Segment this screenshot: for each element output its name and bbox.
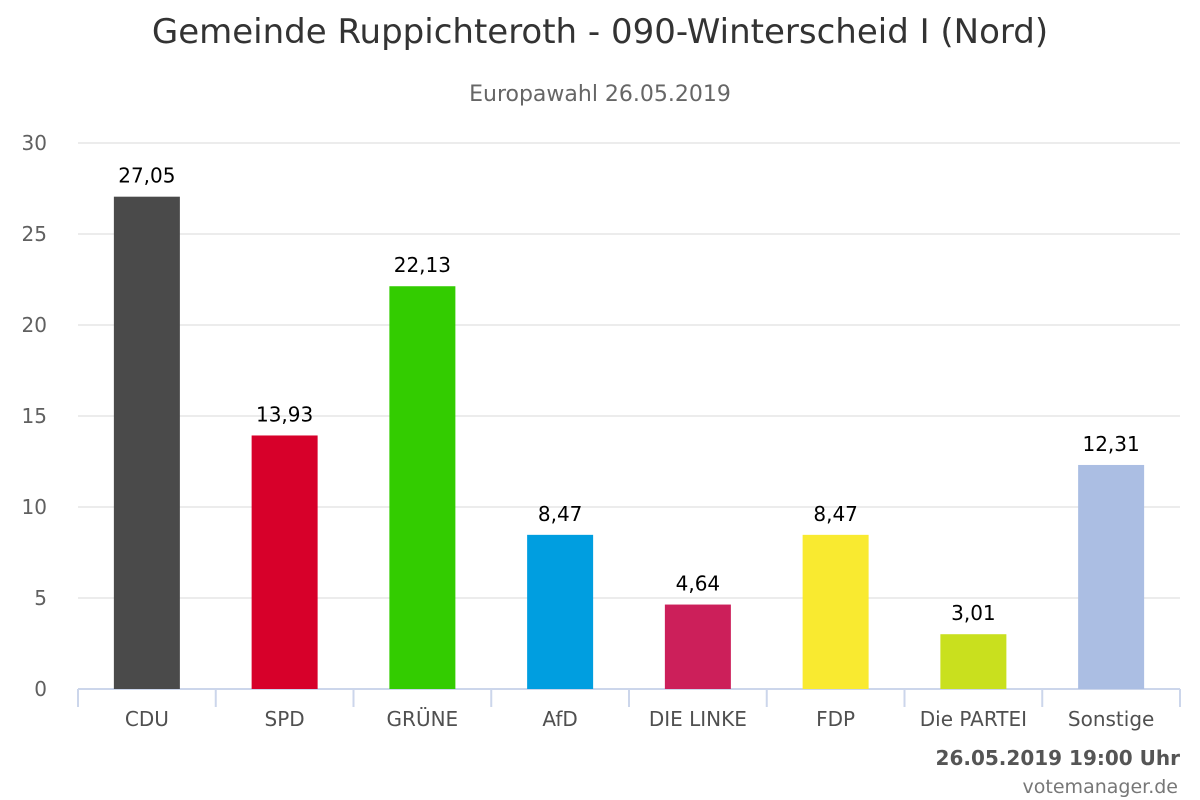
y-tick-label: 20 <box>22 313 47 337</box>
bar-spd <box>251 435 318 689</box>
category-label: FDP <box>816 707 855 731</box>
data-label: 4,64 <box>676 572 721 596</box>
bar-cdu <box>113 196 180 689</box>
chart-subtitle: Europawahl 26.05.2019 <box>469 82 731 107</box>
y-tick-label: 15 <box>22 404 47 428</box>
timestamp: 26.05.2019 19:00 Uhr <box>935 746 1180 770</box>
bar-afd <box>527 534 594 689</box>
y-tick-label: 5 <box>34 586 47 610</box>
category-label: CDU <box>125 707 169 731</box>
data-label: 8,47 <box>538 502 583 526</box>
y-tick-label: 0 <box>34 677 47 701</box>
category-label: DIE LINKE <box>649 707 747 731</box>
category-label: SPD <box>265 707 305 731</box>
data-label: 8,47 <box>813 502 858 526</box>
data-label: 3,01 <box>951 601 996 625</box>
source-credit: votemanager.de <box>1022 776 1178 798</box>
category-label: GRÜNE <box>387 707 459 731</box>
bar-die-partei <box>940 634 1007 689</box>
category-label: Die PARTEI <box>920 707 1027 731</box>
data-label: 13,93 <box>256 402 313 426</box>
data-label: 27,05 <box>118 164 175 188</box>
y-tick-label: 25 <box>22 222 47 246</box>
chart-title: Gemeinde Ruppichteroth - 090-Winterschei… <box>151 12 1049 52</box>
data-label: 22,13 <box>394 253 451 277</box>
bar-gr-ne <box>389 286 456 689</box>
category-label: Sonstige <box>1068 707 1154 731</box>
category-label: AfD <box>542 707 577 731</box>
y-tick-label: 30 <box>22 131 47 155</box>
bar-fdp <box>802 534 869 689</box>
data-label: 12,31 <box>1082 432 1139 456</box>
y-tick-label: 10 <box>22 495 47 519</box>
bar-sonstige <box>1078 464 1145 689</box>
bar-die-linke <box>664 604 731 689</box>
